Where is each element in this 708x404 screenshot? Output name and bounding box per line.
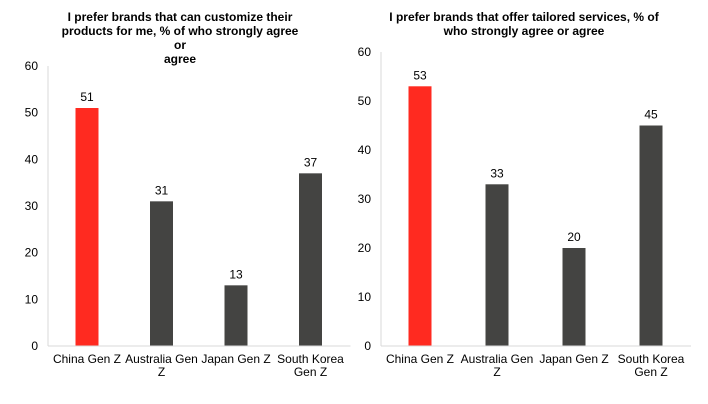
x-tick-label: Japan Gen Z	[539, 352, 608, 366]
chart-customize-products: I prefer brands that can customize their…	[25, 10, 351, 379]
x-tick-label: South Korea	[277, 352, 344, 366]
chart-tailored-services: I prefer brands that offer tailored serv…	[354, 0, 708, 404]
y-tick-label: 20	[25, 246, 39, 260]
x-tick-label: Australia Gen	[125, 352, 198, 366]
bar-japan-gen-z	[562, 248, 586, 346]
chart-plot: 0 10 20 30 40 50 60 53 China Gen Z 33 Australia Ge…	[358, 45, 691, 379]
y-tick-label: 40	[358, 143, 372, 157]
y-tick-label: 60	[25, 59, 39, 73]
data-label: 33	[490, 166, 504, 180]
x-tick-label: Z	[493, 365, 500, 379]
y-tick-label: 0	[31, 339, 38, 353]
x-tick-label: China Gen Z	[53, 352, 121, 366]
y-tick-label: 50	[358, 94, 372, 108]
bar-australia-gen-z	[485, 184, 509, 346]
data-label: 37	[304, 155, 318, 169]
chart-title: I prefer brands that can customize their…	[61, 10, 299, 66]
x-tick-label: Gen Z	[634, 365, 667, 379]
data-label: 53	[413, 68, 427, 82]
bar-japan-gen-z	[224, 285, 248, 346]
chart-plot: 0 10 20 30 40 50 60 51 China Gen Z 31 Australia Ge…	[25, 59, 351, 379]
x-tick-label: Japan Gen Z	[201, 352, 270, 366]
data-label: 45	[644, 108, 658, 122]
data-label: 13	[229, 267, 243, 281]
y-tick-label: 10	[358, 290, 372, 304]
y-tick-label: 60	[358, 45, 372, 59]
x-tick-label: Z	[158, 365, 165, 379]
y-tick-label: 10	[25, 292, 39, 306]
bar-china-gen-z	[408, 86, 432, 347]
data-label: 31	[155, 183, 169, 197]
x-tick-label: Australia Gen	[461, 352, 534, 366]
y-tick-label: 20	[358, 241, 372, 255]
data-label: 20	[567, 230, 581, 244]
y-tick-label: 50	[25, 106, 39, 120]
y-tick-label: 0	[364, 339, 371, 353]
y-tick-label: 30	[25, 199, 39, 213]
bar-south-korea-gen-z	[299, 173, 322, 346]
bar-south-korea-gen-z	[639, 125, 663, 346]
y-tick-label: 40	[25, 152, 39, 166]
y-tick-label: 30	[358, 192, 372, 206]
data-label: 51	[80, 90, 94, 104]
chart-title: I prefer brands that offer tailored serv…	[389, 10, 659, 38]
x-tick-label: South Korea	[618, 352, 685, 366]
bar-china-gen-z	[75, 108, 99, 346]
x-tick-label: Gen Z	[294, 365, 327, 379]
bar-australia-gen-z	[150, 201, 173, 346]
x-tick-label: China Gen Z	[386, 352, 454, 366]
